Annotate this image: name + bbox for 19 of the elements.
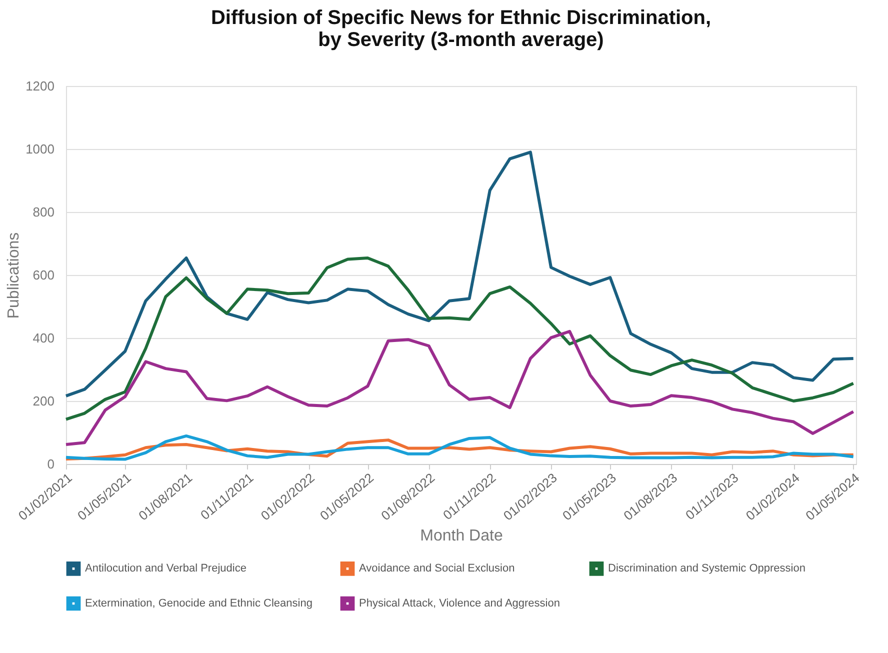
y-tick-label: 800 xyxy=(32,204,54,220)
y-tick-label: 1000 xyxy=(26,142,54,156)
line-series xyxy=(64,256,855,421)
y-tick-label: 1200 xyxy=(26,78,54,94)
y-tick-label: 600 xyxy=(32,268,54,282)
y-tick-label: 0 xyxy=(47,456,54,472)
legend-label: Antilocution and Verbal Prejudice xyxy=(85,562,246,575)
legend-label: Discrimination and Systemic Oppression xyxy=(608,562,806,575)
y-tick-label: 400 xyxy=(32,330,54,346)
y-tick-label: 200 xyxy=(32,394,54,408)
line-series xyxy=(64,434,855,461)
x-axis-title: Month Date xyxy=(420,527,503,544)
chart-title: Diffusion of Specific News for Ethnic Discrimination, by Severity (3-month average) xyxy=(210,7,712,51)
legend-label: Extermination, Genocide and Ethnic Cleansing xyxy=(85,598,312,610)
line-series xyxy=(64,330,855,446)
y-axis-title: Publications xyxy=(6,232,23,319)
legend-label: Physical Attack, Violence and Aggression xyxy=(359,598,560,610)
legend-label: Avoidance and Social Exclusion xyxy=(359,562,515,575)
line-series xyxy=(64,150,855,398)
